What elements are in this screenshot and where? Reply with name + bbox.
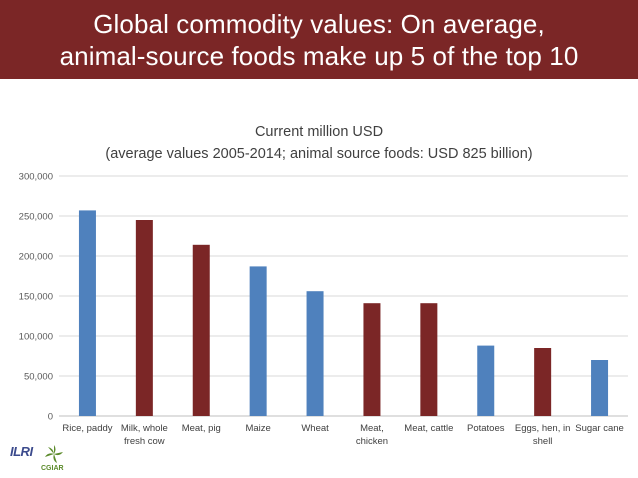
bar (591, 360, 609, 416)
x-tick-label: chicken (356, 436, 388, 447)
bar (135, 220, 153, 416)
bar (306, 291, 324, 416)
chart-title: Current million USD (254, 124, 384, 140)
bar (78, 210, 96, 416)
cgiar-logo: CGIAR (41, 465, 64, 472)
x-tick-label: Meat, (360, 423, 384, 434)
x-tick-label: Wheat (301, 423, 329, 434)
ilri-logo: ILRI (10, 444, 33, 459)
bar (249, 266, 267, 416)
y-tick-label: 50,000 (24, 372, 53, 383)
bar (477, 345, 495, 416)
x-tick-label: shell (533, 436, 553, 447)
x-tick-label: Milk, whole (121, 423, 168, 434)
y-tick-label: 300,000 (19, 172, 53, 183)
y-tick-label: 150,000 (19, 292, 53, 303)
bar (420, 303, 438, 416)
x-tick-label: Maize (245, 423, 270, 434)
bar (534, 348, 552, 416)
logos: ILRI CGIAR (8, 444, 68, 474)
y-tick-label: 100,000 (19, 332, 53, 343)
bar (363, 303, 381, 416)
x-tick-label: Eggs, hen, in (515, 423, 570, 434)
x-tick-label: Rice, paddy (62, 423, 112, 434)
x-tick-label: Sugar cane (575, 423, 624, 434)
cgiar-leaf-icon (45, 445, 63, 463)
x-tick-label: Meat, cattle (404, 423, 453, 434)
x-tick-label: fresh cow (124, 436, 165, 447)
slide-title-line-1: Global commodity values: On average, (93, 8, 545, 39)
x-tick-label: Meat, pig (182, 423, 221, 434)
slide-title-line-2: animal-source foods make up 5 of the top… (59, 40, 579, 71)
x-tick-label: Potatoes (467, 423, 505, 434)
chart-subtitle: (average values 2005-2014; animal source… (105, 146, 533, 162)
bar (192, 244, 210, 416)
slide-header: Global commodity values: On average, ani… (0, 0, 638, 79)
y-tick-label: 0 (48, 412, 53, 423)
y-tick-label: 200,000 (19, 252, 53, 263)
y-tick-label: 250,000 (19, 212, 53, 223)
